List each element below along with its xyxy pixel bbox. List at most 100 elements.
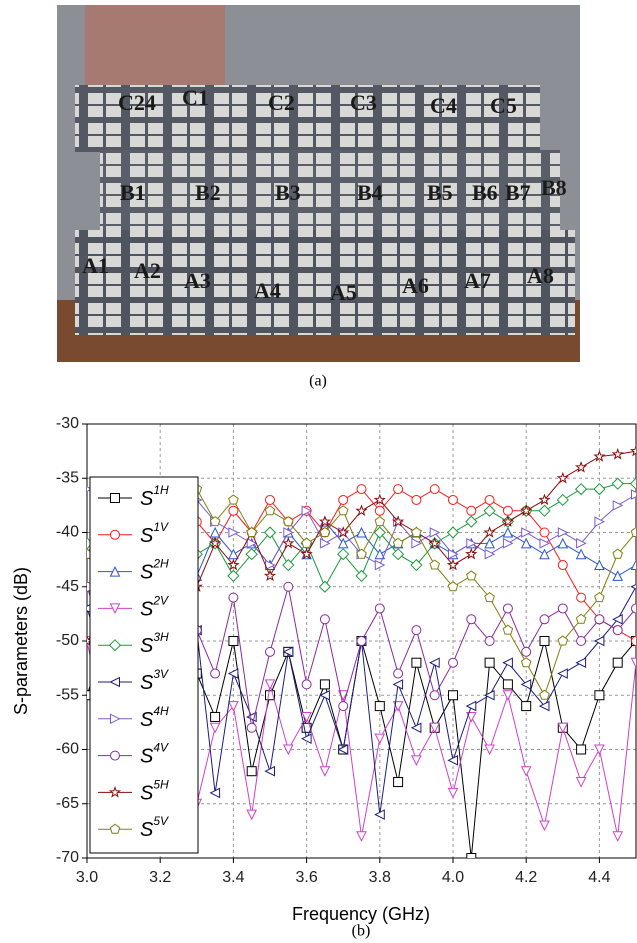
marker bbox=[484, 537, 495, 549]
marker bbox=[373, 526, 386, 539]
x-axis-label: Frequency (GHz) bbox=[292, 904, 430, 924]
marker bbox=[576, 592, 587, 603]
marker bbox=[227, 668, 239, 679]
marker bbox=[356, 484, 367, 495]
marker bbox=[446, 526, 460, 539]
y-tick-label: -70 bbox=[56, 849, 79, 866]
marker bbox=[557, 722, 569, 734]
marker bbox=[300, 733, 312, 744]
marker bbox=[265, 646, 275, 657]
marker bbox=[411, 526, 422, 538]
legend-label: S5H bbox=[140, 778, 169, 805]
x-tick-label: 3.2 bbox=[149, 869, 171, 886]
marker bbox=[539, 636, 550, 646]
marker bbox=[411, 494, 422, 505]
marker bbox=[630, 526, 636, 538]
marker bbox=[265, 494, 275, 505]
marker bbox=[208, 536, 222, 549]
legend-superscript: 4H bbox=[153, 704, 169, 718]
marker bbox=[337, 548, 350, 561]
y-tick-label: -65 bbox=[56, 795, 79, 812]
marker bbox=[484, 744, 495, 756]
marker bbox=[227, 558, 240, 571]
legend-marker bbox=[110, 529, 120, 540]
legend-label: S3V bbox=[140, 667, 169, 694]
marker bbox=[539, 820, 550, 832]
marker bbox=[263, 526, 277, 539]
marker bbox=[374, 701, 385, 712]
marker bbox=[301, 537, 312, 548]
legend-label: S2H bbox=[140, 557, 169, 584]
legend-label: S5V bbox=[140, 814, 169, 841]
marker bbox=[446, 558, 460, 571]
marker bbox=[466, 853, 477, 858]
y-axis-label: S-parameters (dB) bbox=[11, 567, 31, 715]
photo-label: B6 bbox=[472, 180, 498, 205]
legend-marker bbox=[110, 493, 120, 503]
marker bbox=[539, 614, 550, 625]
marker bbox=[557, 560, 568, 571]
photo-label: A6 bbox=[402, 273, 429, 298]
marker bbox=[429, 722, 441, 734]
legend-marker bbox=[109, 823, 121, 834]
marker bbox=[209, 516, 221, 527]
legend-label: S3H bbox=[140, 630, 169, 657]
legend-name: S bbox=[140, 746, 154, 768]
photo-label: A4 bbox=[254, 278, 281, 303]
marker bbox=[521, 701, 532, 712]
photo-label: B7 bbox=[505, 180, 531, 205]
x-tick-label: 4.4 bbox=[588, 869, 610, 886]
photo-label: A7 bbox=[464, 268, 491, 293]
legend-marker bbox=[109, 676, 120, 688]
marker bbox=[612, 657, 623, 668]
legend-box bbox=[89, 476, 199, 854]
marker bbox=[594, 614, 605, 625]
legend-name: S bbox=[140, 783, 154, 805]
marker bbox=[263, 569, 277, 582]
marker bbox=[502, 526, 514, 538]
marker bbox=[556, 471, 569, 484]
marker bbox=[593, 482, 606, 496]
marker bbox=[392, 537, 404, 548]
marker bbox=[429, 484, 440, 495]
marker bbox=[319, 766, 331, 777]
y-tick-label: -40 bbox=[56, 524, 79, 541]
marker bbox=[557, 527, 569, 538]
legend-superscript: 3V bbox=[153, 667, 169, 681]
marker bbox=[337, 526, 350, 538]
photo-label: B4 bbox=[357, 180, 383, 205]
marker bbox=[594, 559, 605, 571]
marker bbox=[483, 526, 496, 538]
marker bbox=[502, 538, 514, 549]
marker bbox=[466, 570, 477, 581]
y-tick-label: -30 bbox=[56, 415, 79, 432]
marker bbox=[391, 515, 405, 527]
y-tick-label: -55 bbox=[56, 686, 79, 703]
marker bbox=[448, 657, 458, 668]
marker bbox=[502, 505, 513, 516]
marker bbox=[410, 558, 423, 572]
marker bbox=[228, 505, 239, 516]
marker bbox=[448, 690, 458, 701]
marker bbox=[502, 657, 513, 669]
marker bbox=[447, 787, 459, 799]
photo-label: A1 bbox=[82, 253, 109, 278]
photo-label: C5 bbox=[490, 93, 517, 118]
marker bbox=[356, 831, 367, 842]
marker bbox=[502, 679, 513, 690]
marker bbox=[282, 536, 295, 549]
marker bbox=[227, 569, 240, 583]
marker bbox=[447, 581, 459, 592]
marker bbox=[466, 614, 477, 625]
marker bbox=[484, 636, 495, 646]
photo-label: B8 bbox=[541, 175, 567, 200]
marker bbox=[374, 505, 385, 516]
marker bbox=[319, 614, 330, 625]
marker bbox=[612, 831, 624, 842]
marker bbox=[466, 538, 477, 549]
marker bbox=[264, 505, 276, 516]
legend-marker bbox=[109, 603, 121, 615]
marker bbox=[374, 548, 386, 560]
marker bbox=[520, 537, 532, 549]
marker bbox=[319, 538, 331, 549]
